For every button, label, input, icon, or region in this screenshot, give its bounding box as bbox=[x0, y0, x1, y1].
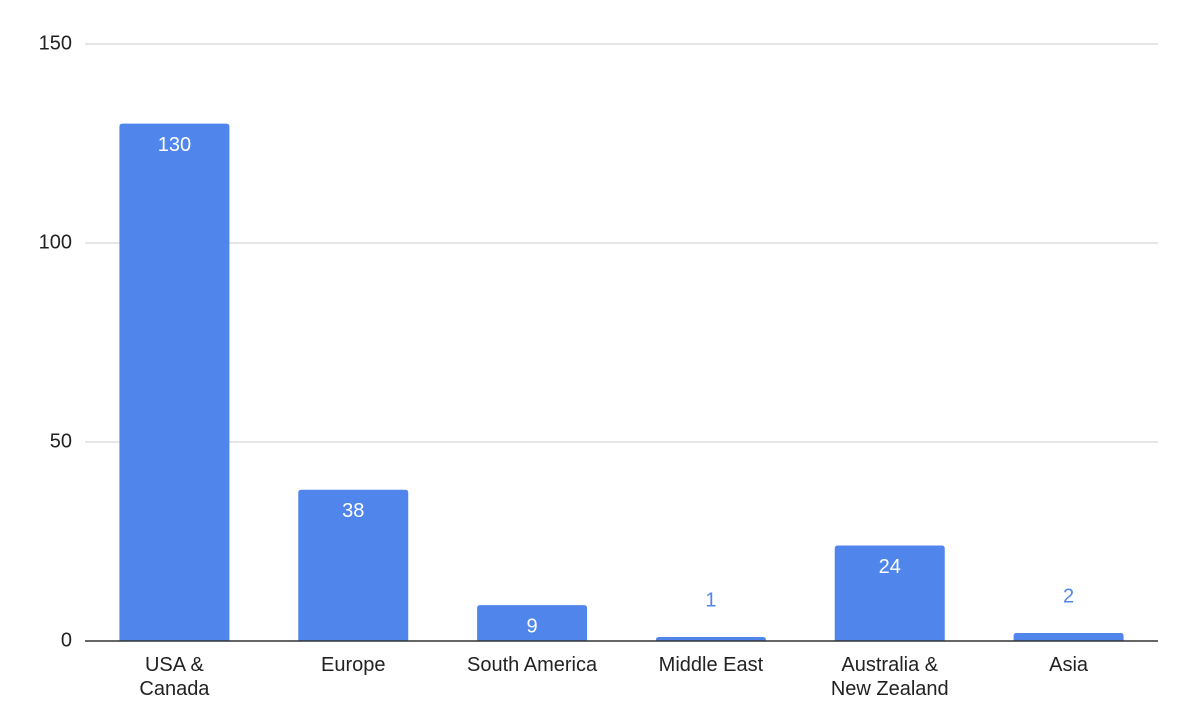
bar bbox=[655, 637, 766, 641]
data-label: 24 bbox=[879, 556, 901, 578]
y-tick-label: 50 bbox=[50, 430, 72, 452]
x-tick-label: USA & Canada bbox=[139, 654, 210, 700]
bar bbox=[1013, 633, 1124, 641]
bar bbox=[834, 545, 945, 641]
y-tick-label: 100 bbox=[39, 231, 72, 253]
x-tick-label: Asia bbox=[1049, 654, 1089, 676]
y-tick-label: 0 bbox=[61, 629, 72, 651]
x-tick-label: South America bbox=[467, 654, 598, 676]
data-label: 2 bbox=[1063, 585, 1074, 607]
bar bbox=[477, 605, 588, 641]
x-tick-label: Middle East bbox=[658, 654, 764, 676]
bar bbox=[119, 123, 230, 642]
data-label: 9 bbox=[527, 615, 538, 637]
data-label: 1 bbox=[705, 589, 716, 611]
bar bbox=[298, 489, 409, 641]
y-tick-label: 150 bbox=[39, 32, 72, 54]
data-label: 130 bbox=[158, 134, 191, 156]
data-label: 38 bbox=[342, 500, 364, 522]
x-tick-label: Europe bbox=[321, 654, 386, 676]
x-tick-label: Australia & New Zealand bbox=[830, 654, 949, 700]
